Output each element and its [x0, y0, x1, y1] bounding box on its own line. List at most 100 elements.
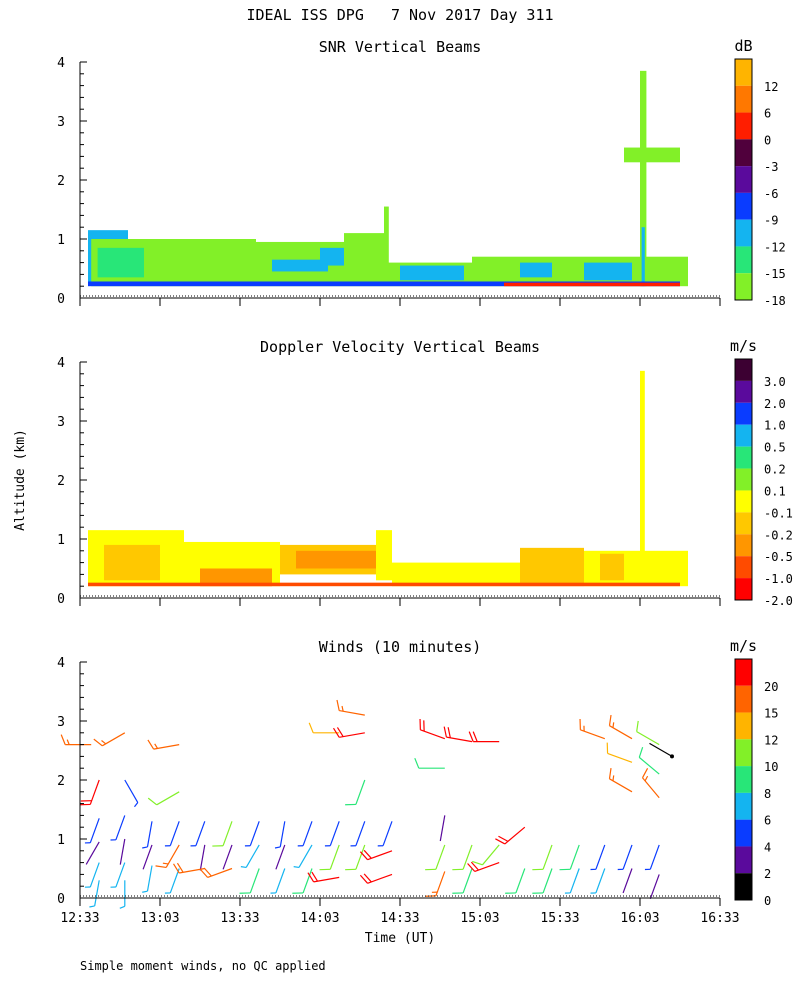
wind-barb [239, 868, 260, 894]
wind-barb [377, 821, 393, 847]
wind-barb [452, 868, 473, 894]
heatmap-cell [384, 206, 389, 269]
wind-barb [333, 727, 365, 738]
y-tick-label: 4 [57, 656, 65, 671]
page-title: IDEAL ISS DPG 7 Nov 2017 Day 311 [246, 6, 553, 24]
heatmap-cell [168, 239, 256, 287]
colorbar-swatch [735, 359, 752, 381]
wind-barb [590, 868, 606, 894]
wind-barb [638, 746, 660, 775]
colorbar-swatch [735, 219, 752, 247]
colorbar-label: 0.2 [764, 463, 786, 477]
colorbar-label: 4 [764, 840, 771, 854]
wind-barb [336, 699, 365, 716]
y-tick-label: 4 [57, 56, 65, 71]
wind-barb [142, 821, 153, 849]
x-tick-label: 14:03 [300, 911, 339, 926]
y-tick-label: 3 [57, 415, 65, 430]
colorbar-swatch [735, 246, 752, 274]
colorbar-swatch [735, 112, 752, 140]
wind-barb [124, 779, 139, 808]
colorbar-swatch [735, 685, 752, 713]
wind-barb [359, 873, 393, 884]
colorbar-label: 2 [764, 867, 771, 881]
colorbar-swatch [735, 578, 752, 600]
colorbar-swatch [735, 59, 752, 86]
heatmap-cell [624, 147, 680, 163]
wind-barb [308, 722, 340, 734]
wind-barb [142, 865, 153, 893]
heatmap-cell [200, 568, 272, 587]
colorbar-swatch [735, 85, 752, 113]
wind-barb [641, 768, 660, 799]
colorbar-swatch [735, 766, 752, 793]
wind-barb [579, 719, 606, 740]
colorbar-label: 12 [764, 80, 778, 94]
y-tick-label: 2 [57, 474, 65, 489]
x-tick-label: 13:33 [220, 911, 259, 926]
panels: SNR Vertical Beams01234dB1260-3-6-9-12-1… [57, 37, 793, 946]
heatmap-cell [641, 227, 645, 287]
y-tick-label: 0 [57, 292, 65, 307]
wind-barb [564, 868, 580, 894]
wind-barb [147, 739, 180, 750]
panel-title: SNR Vertical Beams [319, 38, 482, 56]
wind-barb [468, 731, 500, 743]
wind-barb [212, 821, 233, 847]
colorbar-swatch [735, 556, 752, 579]
colorbar-swatch [735, 139, 752, 167]
wind-barb [275, 844, 286, 870]
wind-barb [222, 844, 233, 870]
wind-barb [147, 791, 180, 806]
colorbar-swatch [735, 490, 752, 513]
wind-barb [425, 871, 446, 897]
colorbar-label: -12 [764, 240, 786, 254]
heatmap-cell [584, 550, 688, 587]
wind-barb [244, 821, 260, 847]
wind-barb [293, 844, 313, 869]
heatmap-cell [88, 281, 680, 287]
colorbar-label: 1.0 [764, 419, 786, 433]
colorbar-unit: dB [734, 37, 752, 55]
wind-barb [439, 815, 446, 842]
wind-barb [467, 861, 500, 873]
wind-barb [142, 844, 153, 870]
y-tick-label: 3 [57, 115, 65, 130]
wind-barb [425, 844, 446, 871]
colorbar-label: 12 [764, 733, 778, 747]
wind-barb [292, 868, 313, 894]
colorbar-swatch [735, 659, 752, 686]
y-tick-label: 4 [57, 356, 65, 371]
wind-barb [119, 838, 126, 865]
colorbar-swatch [735, 846, 752, 874]
wind-barb [345, 779, 366, 806]
colorbar-label: -0.1 [764, 506, 793, 520]
colorbar-label: -9 [764, 214, 778, 228]
wind-barb [110, 862, 126, 888]
colorbar-label: 0 [764, 894, 771, 908]
colorbar-swatch [735, 402, 752, 425]
wind-barb [414, 757, 445, 769]
x-tick-label: 16:03 [620, 911, 659, 926]
colorbar-label: -0.2 [764, 528, 793, 542]
heatmap-cell [104, 544, 160, 581]
footer-note: Simple moment winds, no QC applied [80, 959, 326, 973]
panel-title: Doppler Velocity Vertical Beams [260, 338, 540, 356]
y-tick-label: 0 [57, 892, 65, 907]
colorbar-label: 6 [764, 814, 771, 828]
heatmap-cell [392, 562, 520, 587]
wind-barb [495, 826, 526, 845]
wind-barb [110, 815, 126, 841]
x-tick-label: 14:33 [380, 911, 419, 926]
wind-barb [608, 714, 633, 740]
y-tick-label: 2 [57, 774, 65, 789]
colorbar-swatch [735, 468, 752, 491]
heatmap-cell [344, 233, 384, 287]
wind-barb [270, 868, 286, 894]
heatmap-cell [504, 282, 680, 287]
x-tick-label: 16:33 [700, 911, 739, 926]
wind-barb [452, 844, 473, 871]
colorbar-swatch [735, 534, 752, 557]
wind-barb [119, 880, 126, 909]
